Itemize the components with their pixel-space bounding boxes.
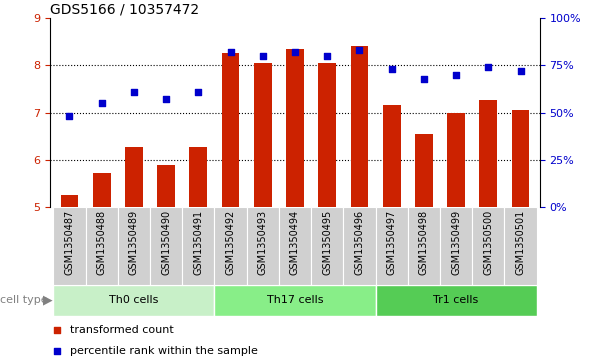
Text: cell type: cell type <box>0 295 48 305</box>
Text: GSM1350500: GSM1350500 <box>483 210 493 275</box>
Bar <box>189 147 207 207</box>
Bar <box>350 45 368 207</box>
Bar <box>383 105 401 207</box>
FancyBboxPatch shape <box>376 207 408 285</box>
FancyBboxPatch shape <box>472 207 504 285</box>
Point <box>357 36 366 42</box>
Point <box>129 89 139 95</box>
Text: GSM1350494: GSM1350494 <box>290 210 300 275</box>
FancyBboxPatch shape <box>440 207 472 285</box>
Text: Th0 cells: Th0 cells <box>109 295 159 305</box>
FancyBboxPatch shape <box>86 207 118 285</box>
Bar <box>125 147 143 207</box>
Point <box>290 49 300 55</box>
Bar <box>286 49 304 207</box>
FancyBboxPatch shape <box>150 207 182 285</box>
Point <box>323 53 332 59</box>
FancyBboxPatch shape <box>311 207 343 285</box>
Text: GSM1350489: GSM1350489 <box>129 210 139 275</box>
Text: GSM1350498: GSM1350498 <box>419 210 429 275</box>
FancyBboxPatch shape <box>214 285 376 316</box>
Text: GSM1350497: GSM1350497 <box>386 210 396 275</box>
FancyBboxPatch shape <box>182 207 214 285</box>
Point <box>162 97 171 102</box>
Text: GSM1350499: GSM1350499 <box>451 210 461 275</box>
Text: GSM1350491: GSM1350491 <box>194 210 204 275</box>
FancyBboxPatch shape <box>408 207 440 285</box>
Bar <box>254 62 271 207</box>
Point <box>226 49 235 55</box>
Point <box>258 53 267 59</box>
Point <box>451 72 461 78</box>
Text: GSM1350493: GSM1350493 <box>258 210 268 275</box>
Text: GSM1350487: GSM1350487 <box>64 210 74 275</box>
Bar <box>93 173 110 207</box>
Bar <box>480 100 497 207</box>
Bar <box>61 195 78 207</box>
Point <box>516 68 525 74</box>
FancyBboxPatch shape <box>53 285 214 316</box>
Bar <box>415 134 432 207</box>
Bar <box>512 110 529 207</box>
Text: GSM1350492: GSM1350492 <box>225 210 235 275</box>
Bar <box>222 53 240 207</box>
FancyBboxPatch shape <box>279 207 311 285</box>
Text: GSM1350495: GSM1350495 <box>322 210 332 275</box>
Point <box>97 100 106 106</box>
Point <box>419 76 428 81</box>
Point <box>355 47 364 53</box>
FancyBboxPatch shape <box>53 207 86 285</box>
FancyBboxPatch shape <box>247 207 279 285</box>
Text: GSM1350490: GSM1350490 <box>161 210 171 275</box>
Bar <box>319 63 336 207</box>
Point <box>357 229 366 235</box>
FancyBboxPatch shape <box>214 207 247 285</box>
Point <box>484 64 493 70</box>
Bar <box>158 166 175 207</box>
Text: GDS5166 / 10357472: GDS5166 / 10357472 <box>50 3 199 17</box>
Text: transformed count: transformed count <box>70 325 173 335</box>
Point <box>387 66 396 72</box>
Text: ▶: ▶ <box>42 294 52 307</box>
Text: Tr1 cells: Tr1 cells <box>434 295 478 305</box>
Text: GSM1350496: GSM1350496 <box>355 210 365 275</box>
FancyBboxPatch shape <box>343 207 376 285</box>
FancyBboxPatch shape <box>504 207 537 285</box>
Point <box>194 89 203 95</box>
Text: Th17 cells: Th17 cells <box>267 295 323 305</box>
FancyBboxPatch shape <box>118 207 150 285</box>
Text: GSM1350501: GSM1350501 <box>516 210 526 275</box>
FancyBboxPatch shape <box>376 285 537 316</box>
Point <box>65 113 74 119</box>
Text: GSM1350488: GSM1350488 <box>97 210 107 275</box>
Bar <box>447 113 465 207</box>
Text: percentile rank within the sample: percentile rank within the sample <box>70 346 258 356</box>
